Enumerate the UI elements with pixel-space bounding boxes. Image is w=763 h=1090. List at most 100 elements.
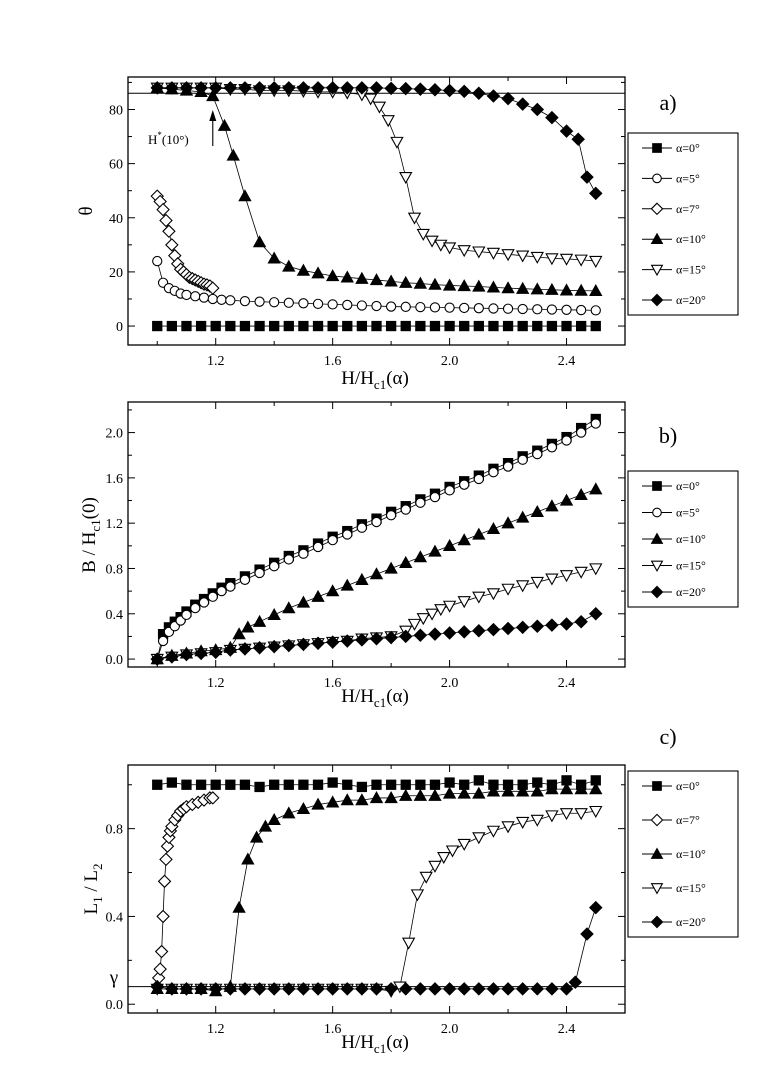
data-point: [589, 283, 603, 297]
y-tick-label: 0: [116, 320, 123, 335]
data-point: [442, 600, 457, 613]
data-point: [415, 301, 426, 313]
data-point: [385, 779, 397, 790]
data-point: [429, 491, 441, 503]
data-point: [179, 982, 194, 996]
data-point: [385, 301, 397, 312]
data-point: [429, 320, 441, 332]
data-point: [501, 982, 515, 996]
plot-frame: [127, 76, 626, 346]
data-point: [216, 585, 227, 597]
data-point: [545, 982, 559, 996]
series-line: [157, 907, 597, 990]
data-point: [157, 874, 172, 889]
data-point: [325, 795, 340, 808]
y-tick-label: 0.0: [106, 653, 124, 668]
data-point: [444, 302, 455, 313]
data-point: [532, 448, 543, 460]
legend-label: α=10°: [676, 232, 706, 246]
data-point: [340, 634, 355, 648]
data-point: [340, 793, 354, 806]
data-point: [559, 982, 574, 996]
data-point: [296, 802, 311, 815]
data-point: [283, 320, 294, 332]
data-point: [282, 806, 296, 819]
data-point: [239, 574, 251, 585]
chart-panel-2: 1.2 1.6 2.0 2.4 0.0 0.4 0.8 1.2 1.6 2.0 H/Hc1(α) B …: [79, 401, 739, 710]
data-point: [407, 618, 422, 631]
data-point: [207, 293, 218, 305]
x-tick-label: 1.6: [324, 676, 342, 691]
data-point: [381, 115, 395, 128]
data-point: [459, 479, 470, 490]
data-point: [223, 643, 238, 657]
data-point: [340, 578, 354, 591]
y-axis-label: L1 / L2: [81, 864, 105, 915]
data-point: [150, 652, 164, 666]
legend-entry: α=15°: [642, 559, 706, 573]
data-point: [590, 305, 601, 316]
data-point: [502, 461, 514, 472]
data-point: [225, 581, 236, 592]
legend: α=0° α=5° α=10° α=15° α=20°: [627, 470, 739, 608]
legend-label: α=20°: [676, 915, 706, 929]
data-point: [267, 982, 281, 996]
legend-label: α=7°: [676, 813, 700, 827]
data-point: [369, 567, 384, 580]
data-point: [340, 270, 354, 283]
data-point: [179, 81, 194, 95]
data-point: [401, 937, 416, 950]
data-point: [575, 320, 587, 332]
data-point: [517, 320, 528, 332]
series-line: [157, 568, 596, 660]
data-point: [207, 591, 218, 602]
data-point: [488, 320, 499, 332]
series-circle-open: [152, 418, 601, 665]
legend-label: α=15°: [676, 559, 706, 573]
data-point: [384, 81, 398, 96]
data-point: [530, 102, 545, 117]
data-point: [502, 320, 514, 332]
data-point: [282, 982, 296, 996]
legend-entry: α=0°: [642, 141, 700, 155]
data-point: [225, 295, 236, 306]
series-square-filled: [152, 775, 601, 793]
data-point: [590, 418, 601, 429]
legend-marker: [650, 532, 664, 544]
series-line: [157, 87, 596, 292]
data-point: [216, 294, 227, 305]
data-point: [282, 81, 296, 95]
legend-entry: α=15°: [642, 881, 706, 895]
legend-label: α=20°: [676, 585, 706, 599]
data-point: [413, 82, 428, 96]
data-point: [410, 889, 425, 902]
data-point: [208, 982, 223, 996]
data-point: [428, 982, 442, 996]
data-point: [325, 269, 340, 282]
data-point: [356, 781, 368, 793]
data-point: [327, 535, 338, 546]
data-point: [559, 808, 574, 821]
data-point: [181, 320, 192, 332]
data-point: [206, 281, 220, 295]
data-point: [413, 788, 428, 801]
data-point: [156, 909, 170, 924]
data-point: [545, 253, 559, 266]
data-point: [472, 591, 486, 604]
data-point: [355, 572, 369, 585]
data-point: [574, 808, 588, 821]
data-point: [457, 838, 471, 851]
data-point: [501, 821, 515, 834]
data-point: [282, 259, 296, 272]
data-point: [589, 782, 603, 795]
legend: α=0° α=5° α=7° α=10° α=15° α=20°: [627, 132, 739, 316]
data-point: [400, 301, 411, 312]
data-point: [166, 320, 178, 332]
data-point: [413, 550, 428, 563]
data-point: [194, 646, 208, 661]
data-point: [457, 84, 471, 99]
x-tick-label: 1.2: [207, 354, 225, 369]
data-point: [457, 533, 471, 546]
data-point: [574, 283, 588, 296]
